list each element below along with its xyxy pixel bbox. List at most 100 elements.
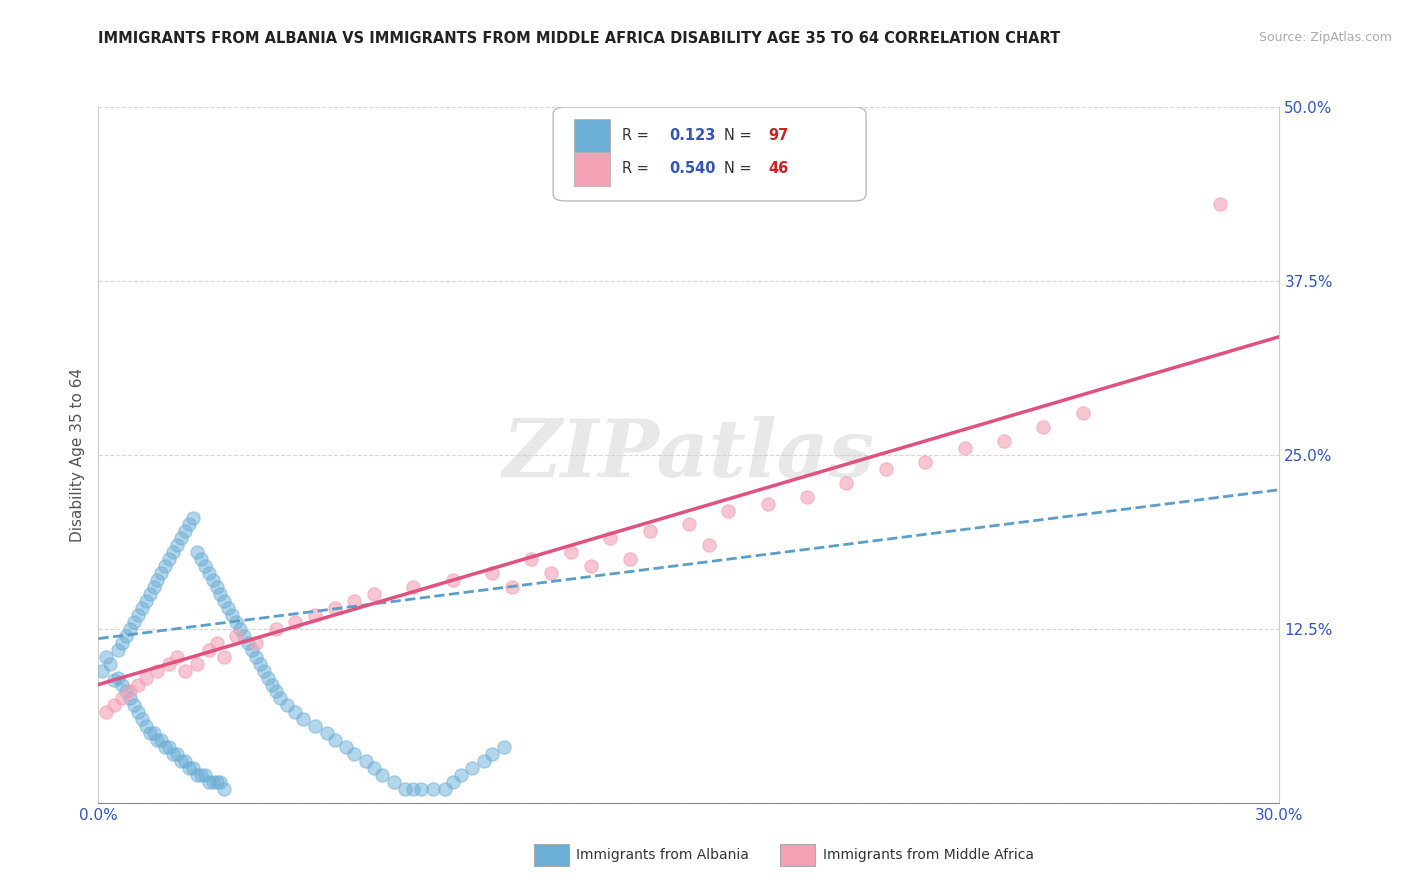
Point [225, 615, 247, 629]
Point [127, 706, 149, 720]
Point [599, 532, 621, 546]
Point [472, 754, 495, 768]
Point [103, 698, 125, 713]
Point [174, 754, 197, 768]
Point [422, 781, 444, 796]
Point [135, 594, 157, 608]
Point [343, 594, 366, 608]
Point [276, 698, 298, 713]
Point [98, 657, 121, 671]
Point [194, 559, 217, 574]
Text: IMMIGRANTS FROM ALBANIA VS IMMIGRANTS FROM MIDDLE AFRICA DISABILITY AGE 35 TO 64: IMMIGRANTS FROM ALBANIA VS IMMIGRANTS FR… [98, 31, 1060, 46]
Point [127, 677, 149, 691]
Text: N =: N = [724, 128, 756, 143]
Point [335, 740, 357, 755]
Point [540, 566, 562, 581]
Point [155, 740, 177, 755]
Point [150, 566, 173, 581]
Point [245, 649, 267, 664]
Y-axis label: Disability Age 35 to 64: Disability Age 35 to 64 [69, 368, 84, 542]
Point [131, 601, 153, 615]
Point [914, 455, 936, 469]
Point [638, 524, 661, 539]
Point [162, 747, 184, 761]
FancyBboxPatch shape [553, 107, 866, 201]
Point [205, 636, 228, 650]
Point [363, 587, 385, 601]
FancyBboxPatch shape [575, 153, 610, 186]
Point [138, 587, 160, 601]
Point [411, 781, 433, 796]
Point [264, 684, 287, 698]
Point [1032, 420, 1054, 434]
Point [304, 719, 326, 733]
Point [1071, 406, 1094, 420]
Point [214, 594, 236, 608]
Point [579, 559, 602, 574]
Point [236, 636, 259, 650]
Point [993, 434, 1015, 448]
Point [135, 671, 157, 685]
Point [118, 622, 141, 636]
Point [619, 552, 641, 566]
Point [122, 698, 145, 713]
Text: Source: ZipAtlas.com: Source: ZipAtlas.com [1258, 31, 1392, 45]
Point [835, 475, 858, 490]
Point [382, 775, 405, 789]
Point [107, 671, 129, 685]
Point [441, 573, 464, 587]
Point [756, 497, 779, 511]
Point [363, 761, 385, 775]
Point [166, 538, 188, 552]
Point [441, 775, 464, 789]
Point [240, 642, 263, 657]
Point [697, 538, 720, 552]
Point [284, 615, 307, 629]
Point [197, 775, 219, 789]
Point [253, 664, 276, 678]
Point [481, 747, 503, 761]
Point [205, 580, 228, 594]
Point [201, 775, 224, 789]
Point [181, 510, 204, 524]
Point [214, 649, 236, 664]
Text: R =: R = [621, 128, 654, 143]
Point [214, 781, 236, 796]
Text: Immigrants from Albania: Immigrants from Albania [576, 847, 749, 862]
Point [103, 673, 125, 688]
Point [269, 691, 291, 706]
Point [560, 545, 582, 559]
Point [150, 733, 173, 747]
Point [157, 552, 180, 566]
Point [225, 629, 247, 643]
Point [433, 781, 456, 796]
Point [166, 747, 188, 761]
Point [953, 441, 976, 455]
Point [371, 768, 394, 782]
Text: N =: N = [724, 161, 756, 177]
Point [256, 671, 278, 685]
FancyBboxPatch shape [575, 119, 610, 153]
Point [146, 664, 169, 678]
Point [260, 677, 283, 691]
Point [107, 642, 129, 657]
Point [354, 754, 377, 768]
Point [284, 706, 307, 720]
Point [96, 649, 118, 664]
Point [96, 706, 118, 720]
Text: 97: 97 [768, 128, 789, 143]
Point [205, 775, 228, 789]
Point [135, 719, 157, 733]
Point [229, 622, 252, 636]
Point [264, 622, 287, 636]
Point [146, 573, 169, 587]
Text: R =: R = [621, 161, 654, 177]
Point [394, 781, 416, 796]
Point [170, 532, 193, 546]
Point [292, 712, 315, 726]
Point [197, 642, 219, 657]
Point [501, 580, 523, 594]
Point [717, 503, 740, 517]
Point [249, 657, 271, 671]
Point [323, 601, 346, 615]
